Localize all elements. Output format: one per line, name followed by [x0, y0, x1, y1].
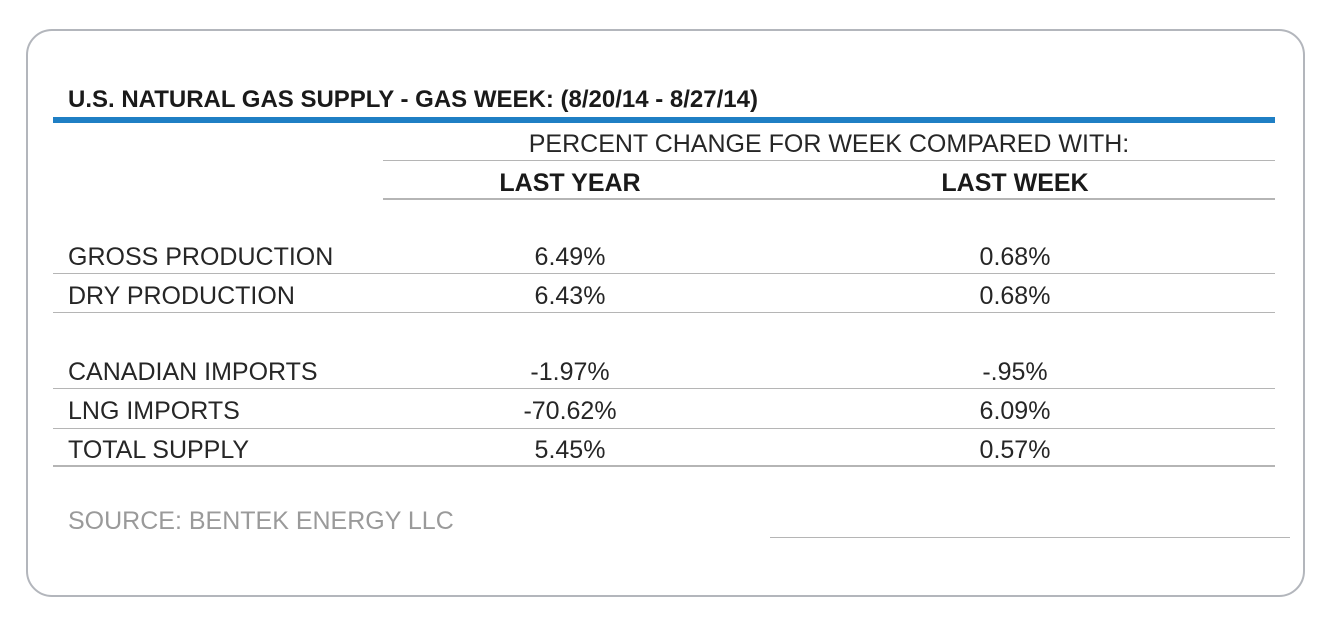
source-note: SOURCE: BENTEK ENERGY LLC [68, 507, 454, 535]
cell-total-supply-last-year: 5.45% [534, 436, 606, 464]
cell-canadian-imports-last-year: -1.97% [530, 358, 610, 386]
row-divider [53, 388, 1275, 389]
row-label-total-supply: TOTAL SUPPLY [68, 436, 250, 464]
row-divider [53, 312, 1275, 313]
cell-dry-production-last-year: 6.43% [534, 282, 606, 310]
cell-dry-production-last-week: 0.68% [979, 282, 1051, 310]
group-header: PERCENT CHANGE FOR WEEK COMPARED WITH: [528, 130, 1130, 158]
row-label-lng-imports: LNG IMPORTS [68, 397, 240, 425]
table-card [26, 29, 1305, 597]
row-label-canadian-imports: CANADIAN IMPORTS [68, 358, 318, 386]
table-bottom-rule [53, 465, 1275, 467]
row-divider [53, 273, 1275, 274]
cell-gross-production-last-week: 0.68% [979, 243, 1051, 271]
table-title: U.S. NATURAL GAS SUPPLY - GAS WEEK: (8/2… [68, 86, 758, 113]
title-accent-rule [53, 117, 1275, 123]
row-divider [53, 428, 1275, 429]
column-header-rule [383, 198, 1275, 200]
cell-lng-imports-last-year: -70.62% [523, 397, 617, 425]
cell-lng-imports-last-week: 6.09% [979, 397, 1051, 425]
cell-canadian-imports-last-week: -.95% [982, 358, 1048, 386]
column-header-last-week: LAST WEEK [941, 169, 1089, 197]
cell-total-supply-last-week: 0.57% [979, 436, 1051, 464]
row-label-gross-production: GROSS PRODUCTION [68, 243, 334, 271]
group-header-rule [383, 160, 1275, 161]
row-label-dry-production: DRY PRODUCTION [68, 282, 295, 310]
column-header-last-year: LAST YEAR [499, 169, 641, 197]
cell-gross-production-last-year: 6.49% [534, 243, 606, 271]
footer-rule [770, 537, 1290, 538]
